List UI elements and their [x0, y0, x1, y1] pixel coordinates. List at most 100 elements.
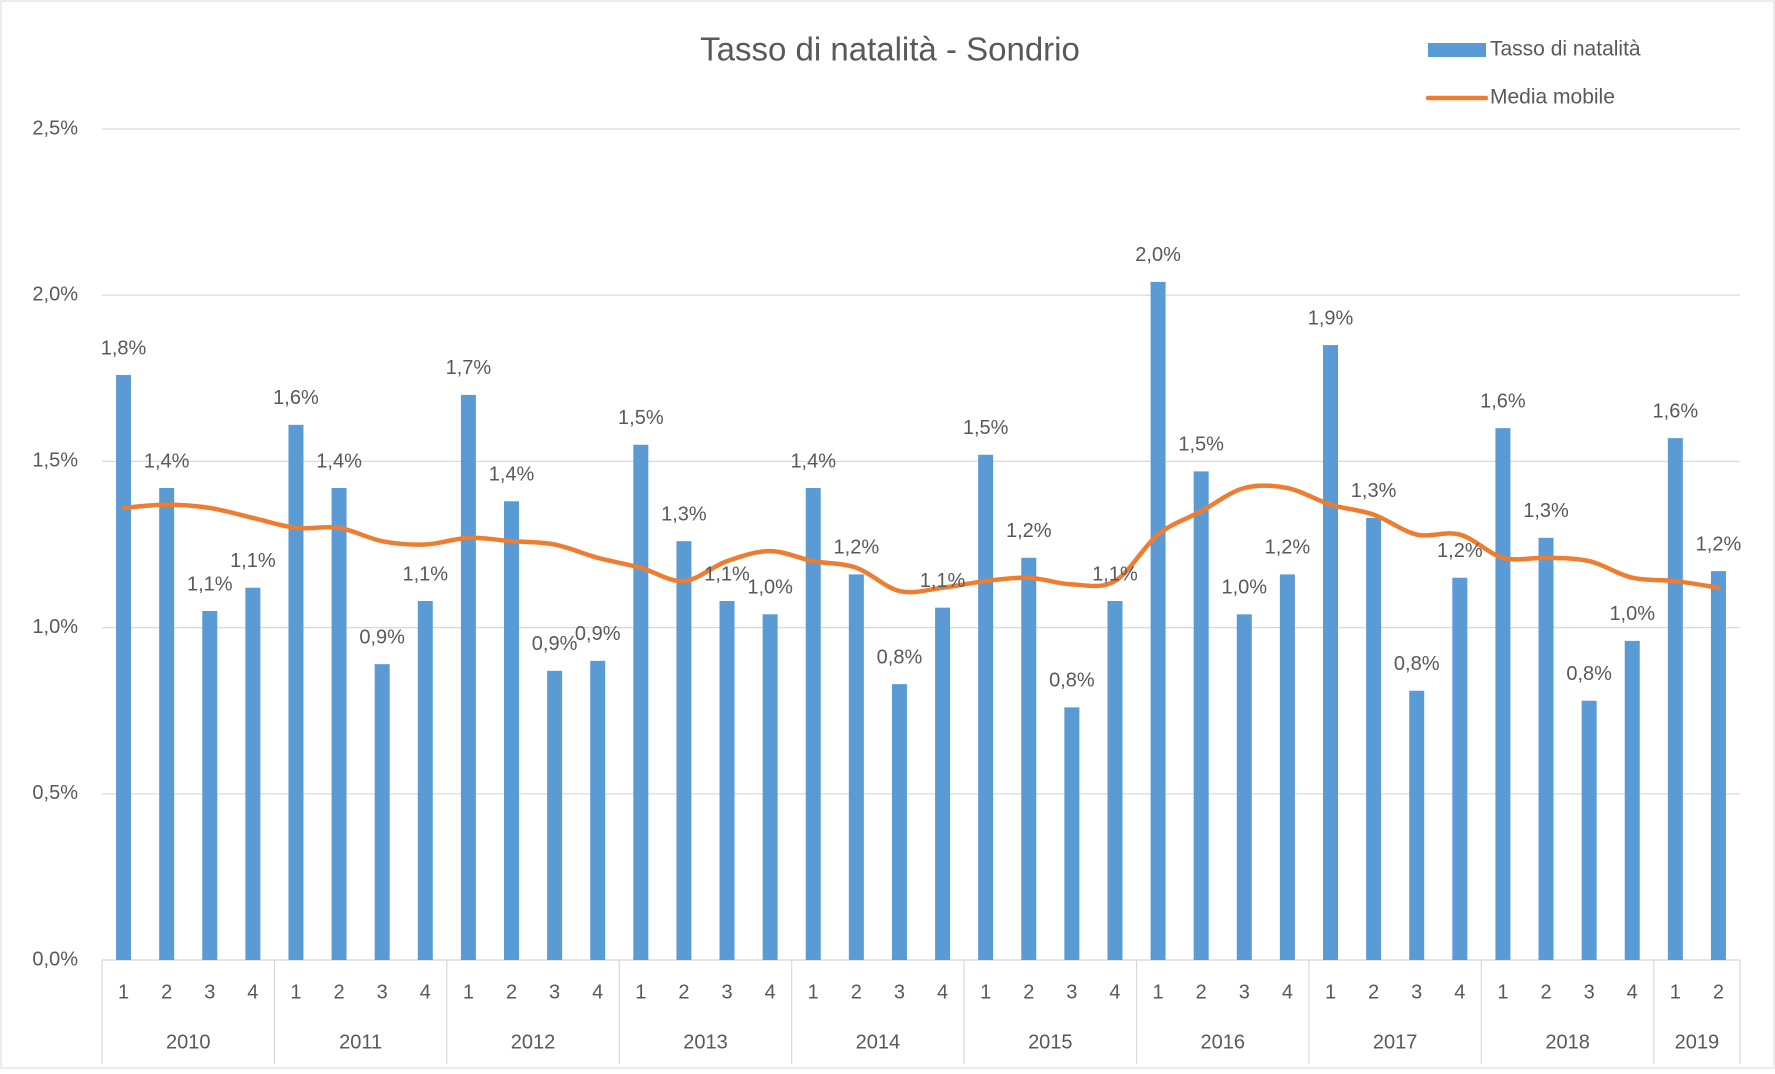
x-tick-label: 4: [1454, 981, 1465, 1003]
x-tick-label: 1: [118, 981, 129, 1003]
bar: [1107, 601, 1123, 960]
x-tick-label: 3: [204, 981, 215, 1003]
x-tick-label: 4: [420, 981, 431, 1003]
data-label: 1,8%: [101, 337, 147, 359]
x-tick-label: 4: [1627, 981, 1638, 1003]
bar: [1064, 707, 1080, 960]
x-tick-label: 3: [377, 981, 388, 1003]
x-tick-label: 2: [1196, 981, 1207, 1003]
x-tick-label: 1: [290, 981, 301, 1003]
bar: [1021, 557, 1037, 960]
data-label: 1,4%: [316, 450, 362, 472]
bar: [1323, 345, 1338, 960]
bar: [1150, 281, 1166, 960]
x-tick-label: 2: [1713, 981, 1724, 1003]
data-label: 2,0%: [1135, 244, 1181, 266]
y-tick-label: 2,5%: [32, 117, 78, 139]
data-label: 0,9%: [532, 633, 578, 655]
bar: [245, 587, 261, 960]
y-tick-label: 1,0%: [32, 616, 78, 638]
data-label: 1,3%: [1523, 500, 1569, 522]
bar: [374, 664, 390, 960]
bar: [633, 444, 649, 960]
x-tick-label: 4: [765, 981, 776, 1003]
bar: [288, 424, 304, 960]
data-label: 0,8%: [1049, 670, 1095, 692]
y-tick-label: 1,5%: [32, 450, 78, 472]
bar: [1452, 577, 1468, 960]
bar: [1538, 537, 1554, 960]
x-tick-label: 4: [247, 981, 258, 1003]
bar: [1366, 517, 1382, 960]
bar: [805, 487, 821, 960]
bar: [331, 487, 347, 960]
x-group-label: 2011: [339, 1031, 382, 1053]
legend-swatch: [1428, 43, 1486, 57]
bar: [1193, 471, 1209, 960]
x-tick-label: 1: [808, 981, 819, 1003]
x-tick-label: 2: [678, 981, 689, 1003]
data-label: 0,9%: [359, 626, 405, 648]
data-label: 1,2%: [1696, 533, 1742, 555]
data-label: 1,1%: [920, 570, 966, 592]
bar: [417, 601, 433, 960]
bar: [891, 684, 907, 960]
data-label: 1,1%: [187, 573, 233, 595]
data-label: 1,0%: [1221, 577, 1267, 599]
data-label: 1,7%: [446, 357, 492, 379]
x-tick-label: 3: [721, 981, 732, 1003]
x-tick-label: 3: [1584, 981, 1595, 1003]
bar: [547, 670, 563, 960]
x-tick-label: 3: [894, 981, 905, 1003]
data-label: 1,0%: [747, 577, 793, 599]
x-group-label: 2014: [856, 1031, 901, 1053]
x-tick-label: 4: [592, 981, 603, 1003]
x-tick-label: 4: [937, 981, 948, 1003]
data-label: 1,6%: [273, 387, 319, 409]
data-label: 1,2%: [834, 537, 880, 559]
bar: [1236, 614, 1252, 960]
x-tick-label: 2: [1540, 981, 1551, 1003]
x-tick-label: 3: [1239, 981, 1250, 1003]
bar: [116, 374, 132, 960]
bar: [935, 607, 951, 960]
data-label: 0,8%: [877, 646, 923, 668]
x-group-label: 2017: [1373, 1031, 1418, 1053]
legend-label: Media mobile: [1490, 86, 1615, 109]
bar: [1409, 690, 1425, 960]
data-label: 1,5%: [1178, 434, 1224, 456]
x-group-label: 2012: [511, 1031, 556, 1053]
x-tick-label: 1: [1153, 981, 1164, 1003]
data-label: 1,4%: [790, 450, 836, 472]
bar: [848, 574, 864, 960]
bar: [590, 660, 606, 960]
data-label: 0,9%: [575, 623, 621, 645]
data-label: 1,1%: [1092, 563, 1138, 585]
data-label: 1,1%: [402, 563, 448, 585]
bar: [762, 614, 778, 960]
x-tick-label: 4: [1282, 981, 1293, 1003]
x-tick-label: 3: [549, 981, 560, 1003]
data-label: 1,5%: [963, 417, 1009, 439]
bar: [978, 454, 994, 960]
x-tick-label: 3: [1066, 981, 1077, 1003]
x-tick-label: 1: [1670, 981, 1681, 1003]
bar: [159, 487, 175, 960]
data-label: 1,1%: [704, 563, 750, 585]
data-label: 1,6%: [1480, 390, 1526, 412]
x-tick-label: 2: [161, 981, 172, 1003]
data-label: 1,0%: [1609, 603, 1655, 625]
x-tick-label: 1: [980, 981, 991, 1003]
x-tick-label: 1: [1325, 981, 1336, 1003]
bar: [504, 501, 519, 960]
bar: [1667, 438, 1683, 961]
bar: [202, 610, 218, 960]
bar: [1710, 571, 1726, 960]
data-label: 1,4%: [144, 450, 190, 472]
x-group-label: 2019: [1675, 1031, 1720, 1053]
bar: [1279, 574, 1295, 960]
x-group-label: 2018: [1545, 1031, 1590, 1053]
x-tick-label: 2: [1023, 981, 1034, 1003]
line: [121, 483, 1721, 595]
x-tick-label: 2: [506, 981, 517, 1003]
